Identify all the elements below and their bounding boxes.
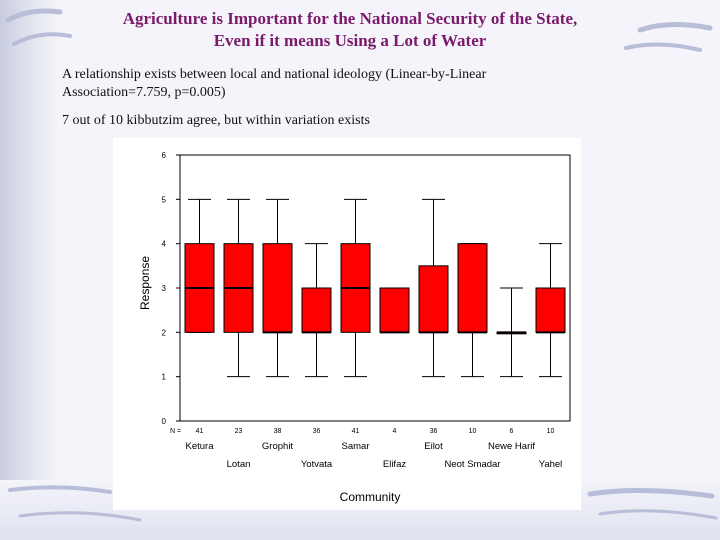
slide-title-line1: Agriculture is Important for the Nationa… <box>122 9 578 28</box>
category-label-eilot: Eilot <box>424 441 443 452</box>
category-label-yotvata: Yotvata <box>301 459 333 470</box>
n-count-yahel: 10 <box>547 428 555 435</box>
y-axis-label: Response <box>138 256 152 310</box>
y-tick-label-2: 2 <box>162 328 167 337</box>
relationship-text-line2: Association=7.759, p=0.005) <box>62 85 226 100</box>
slide-title-line2: Even if it means Using a Lot of Water <box>213 31 487 50</box>
y-tick-label-5: 5 <box>162 195 167 204</box>
relationship-paragraph: A relationship exists between local and … <box>62 66 582 102</box>
y-tick-label-0: 0 <box>162 417 167 426</box>
category-label-lotan: Lotan <box>227 459 251 470</box>
x-axis-label: Community <box>340 490 401 504</box>
n-count-elifaz: 4 <box>393 428 397 435</box>
y-tick-label-3: 3 <box>162 284 167 293</box>
background-left-gradient <box>0 0 60 540</box>
n-count-grophit: 38 <box>274 428 282 435</box>
n-count-yotvata: 36 <box>313 428 321 435</box>
n-label: N = <box>170 428 181 435</box>
n-count-neot-smadar: 10 <box>469 428 477 435</box>
category-label-neot-smadar: Neot Smadar <box>445 459 501 470</box>
box-neot-smadar <box>457 243 488 333</box>
category-label-yahel: Yahel <box>539 459 563 470</box>
boxplot-svg: Response Community N = 012345641Ketura23… <box>138 151 571 504</box>
category-label-grophit: Grophit <box>262 441 294 452</box>
box-eilot <box>418 265 449 333</box>
box-grophit <box>262 243 293 333</box>
n-count-newe-harif: 6 <box>510 428 514 435</box>
n-count-eilot: 36 <box>430 428 438 435</box>
boxplot-chart: Response Community N = 0 1 2 3 4 5 6 41 Ketura 23… <box>113 138 581 510</box>
y-tick-label-1: 1 <box>162 373 167 382</box>
box-yahel <box>535 287 566 333</box>
category-label-ketura: Ketura <box>186 441 215 452</box>
category-label-newe-harif: Newe Harif <box>488 441 535 452</box>
n-count-samar: 41 <box>352 428 360 435</box>
n-count-lotan: 23 <box>235 428 243 435</box>
y-tick-label-4: 4 <box>162 240 167 249</box>
slide-title: Agriculture is Important for the Nationa… <box>60 8 640 52</box>
category-label-elifaz: Elifaz <box>383 459 406 470</box>
box-yotvata <box>301 287 332 333</box>
kibbutzim-note: 7 out of 10 kibbutzim agree, but within … <box>62 113 370 128</box>
y-tick-label-6: 6 <box>162 151 167 160</box>
category-label-samar: Samar <box>342 441 370 452</box>
relationship-text-line1: A relationship exists between local and … <box>62 67 487 82</box>
n-count-ketura: 41 <box>196 428 204 435</box>
box-elifaz <box>379 287 410 333</box>
